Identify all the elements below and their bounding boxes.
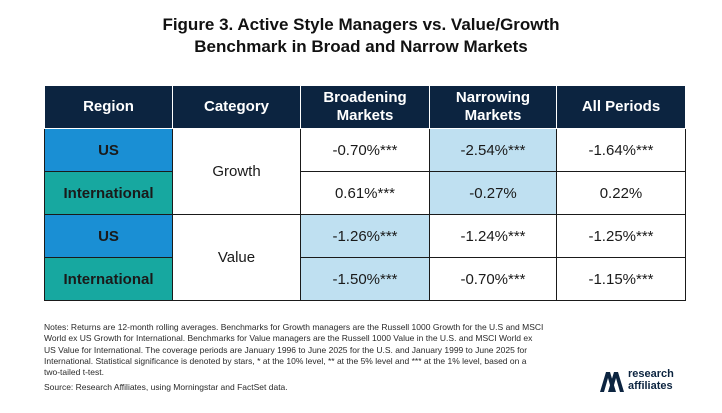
region-cell-us: US <box>44 214 173 258</box>
header-narrowing: Narrowing Markets <box>429 85 557 129</box>
header-region: Region <box>44 85 173 129</box>
broadening-cell: -0.70%*** <box>300 128 430 172</box>
table-header-row: Region Category Broadening Markets Narro… <box>44 85 686 129</box>
header-broadening: Broadening Markets <box>300 85 430 129</box>
region-cell-us: US <box>44 128 173 172</box>
header-category: Category <box>172 85 301 129</box>
all-periods-cell: -1.25%*** <box>556 214 686 258</box>
all-periods-cell: -1.15%*** <box>556 257 686 301</box>
research-affiliates-logo: research affiliates <box>598 366 708 396</box>
narrowing-cell: -2.54%*** <box>429 128 557 172</box>
logo-text-line1: research <box>628 368 674 380</box>
broadening-cell: 0.61%*** <box>300 171 430 215</box>
all-periods-cell: 0.22% <box>556 171 686 215</box>
all-periods-cell: -1.64%*** <box>556 128 686 172</box>
table-row: US Value -1.26%*** -1.24%*** -1.25%*** <box>44 214 686 301</box>
narrowing-cell: -1.24%*** <box>429 214 557 258</box>
table-row: US Growth -0.70%*** -2.54%*** -1.64%*** <box>44 128 686 215</box>
narrowing-cell: -0.70%*** <box>429 257 557 301</box>
header-narrowing-line2: Markets <box>464 107 522 124</box>
category-cell-growth: Growth <box>172 128 301 215</box>
table-row: International -1.50%*** -0.70%*** -1.15%… <box>44 257 686 301</box>
logo-text: research affiliates <box>628 368 674 392</box>
logo-mark-icon <box>600 372 624 392</box>
category-cell-value: Value <box>172 214 301 301</box>
figure-title-line2: Benchmark in Broad and Narrow Markets <box>194 37 528 56</box>
header-narrowing-line1: Narrowing <box>455 89 531 106</box>
logo-text-line2: affiliates <box>628 380 673 392</box>
results-table: Region Category Broadening Markets Narro… <box>44 85 686 301</box>
figure-title-line1: Figure 3. Active Style Managers vs. Valu… <box>162 15 560 34</box>
header-all-periods: All Periods <box>556 85 686 129</box>
table-row: International 0.61%*** -0.27% 0.22% <box>44 171 686 215</box>
source-text: Source: Research Affiliates, using Morni… <box>44 382 288 392</box>
header-broadening-line1: Broadening <box>323 89 407 106</box>
broadening-cell: -1.26%*** <box>300 214 430 258</box>
figure-title: Figure 3. Active Style Managers vs. Valu… <box>0 14 722 58</box>
broadening-cell: -1.50%*** <box>300 257 430 301</box>
region-cell-international: International <box>44 257 173 301</box>
narrowing-cell: -0.27% <box>429 171 557 215</box>
notes-text: Notes: Returns are 12-month rolling aver… <box>44 322 544 378</box>
header-broadening-line2: Markets <box>336 107 394 124</box>
region-cell-international: International <box>44 171 173 215</box>
